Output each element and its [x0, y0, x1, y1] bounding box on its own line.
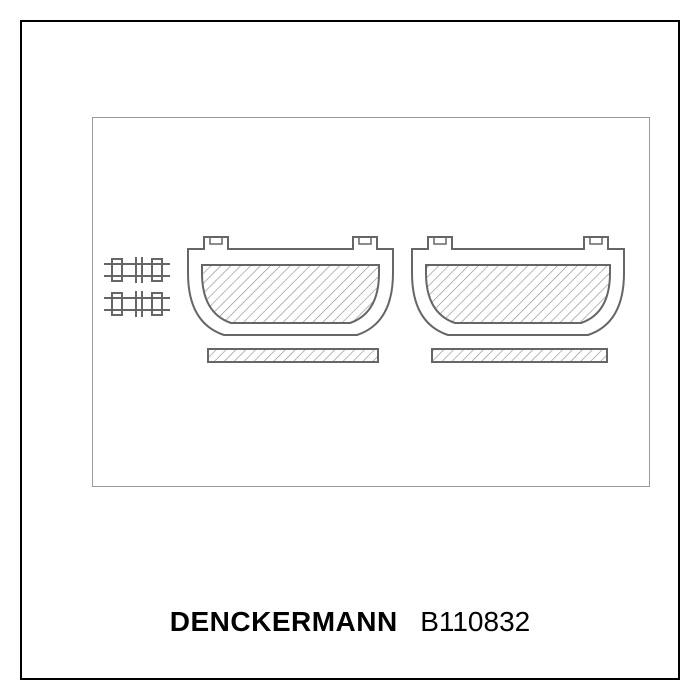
- brake-pad-diagram: [92, 117, 650, 487]
- backing-plates: [208, 349, 607, 362]
- product-label: DENCKERMANN B110832: [22, 606, 678, 638]
- outer-frame: DENCKERMANN B110832: [20, 20, 680, 680]
- mounting-clips: [104, 257, 170, 317]
- brake-pad-right: [412, 237, 624, 335]
- part-number: B110832: [420, 606, 530, 638]
- brand-name: DENCKERMANN: [170, 606, 398, 638]
- brake-pad-left: [188, 237, 393, 335]
